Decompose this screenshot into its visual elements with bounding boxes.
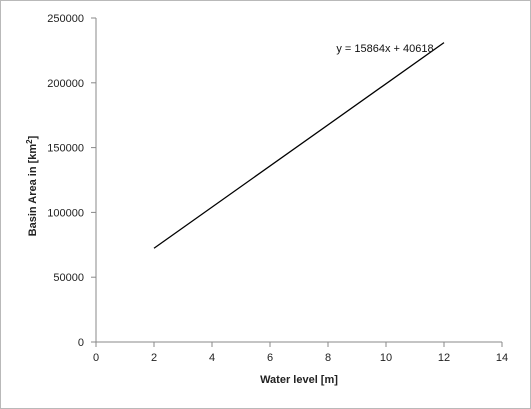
y-tick-label: 100000 <box>47 207 84 219</box>
x-tick-label: 8 <box>325 352 331 364</box>
y-axis-title-sup: 2 <box>25 139 34 144</box>
x-tick-label: 4 <box>209 352 215 364</box>
trendline-equation: y = 15864x + 40618 <box>336 43 433 55</box>
y-tick-label: 250000 <box>47 13 84 25</box>
x-tick-label: 6 <box>267 352 273 364</box>
x-tick-label: 2 <box>151 352 157 364</box>
y-tick-label: 50000 <box>53 272 84 284</box>
y-tick-label: 0 <box>78 337 84 349</box>
y-axis-title: Basin Area in [km2] <box>25 135 40 236</box>
x-tick-label: 14 <box>496 352 508 364</box>
x-tick-label: 0 <box>93 352 99 364</box>
axes <box>95 18 502 343</box>
y-ticks: 0 50000 100000 150000 200000 250000 <box>47 13 96 349</box>
y-axis-title-main: Basin Area in [km <box>27 144 39 237</box>
series-layer <box>153 42 445 249</box>
y-tick-label: 150000 <box>47 143 84 155</box>
x-tick-label: 10 <box>380 352 392 364</box>
y-tick-label: 200000 <box>47 78 84 90</box>
x-ticks: 0 2 4 6 8 10 12 14 <box>93 342 508 364</box>
x-axis-title: Water level [m] <box>260 374 338 386</box>
x-tick-label: 12 <box>438 352 450 364</box>
y-axis-title-close: ] <box>27 135 39 139</box>
series-line <box>153 42 445 249</box>
